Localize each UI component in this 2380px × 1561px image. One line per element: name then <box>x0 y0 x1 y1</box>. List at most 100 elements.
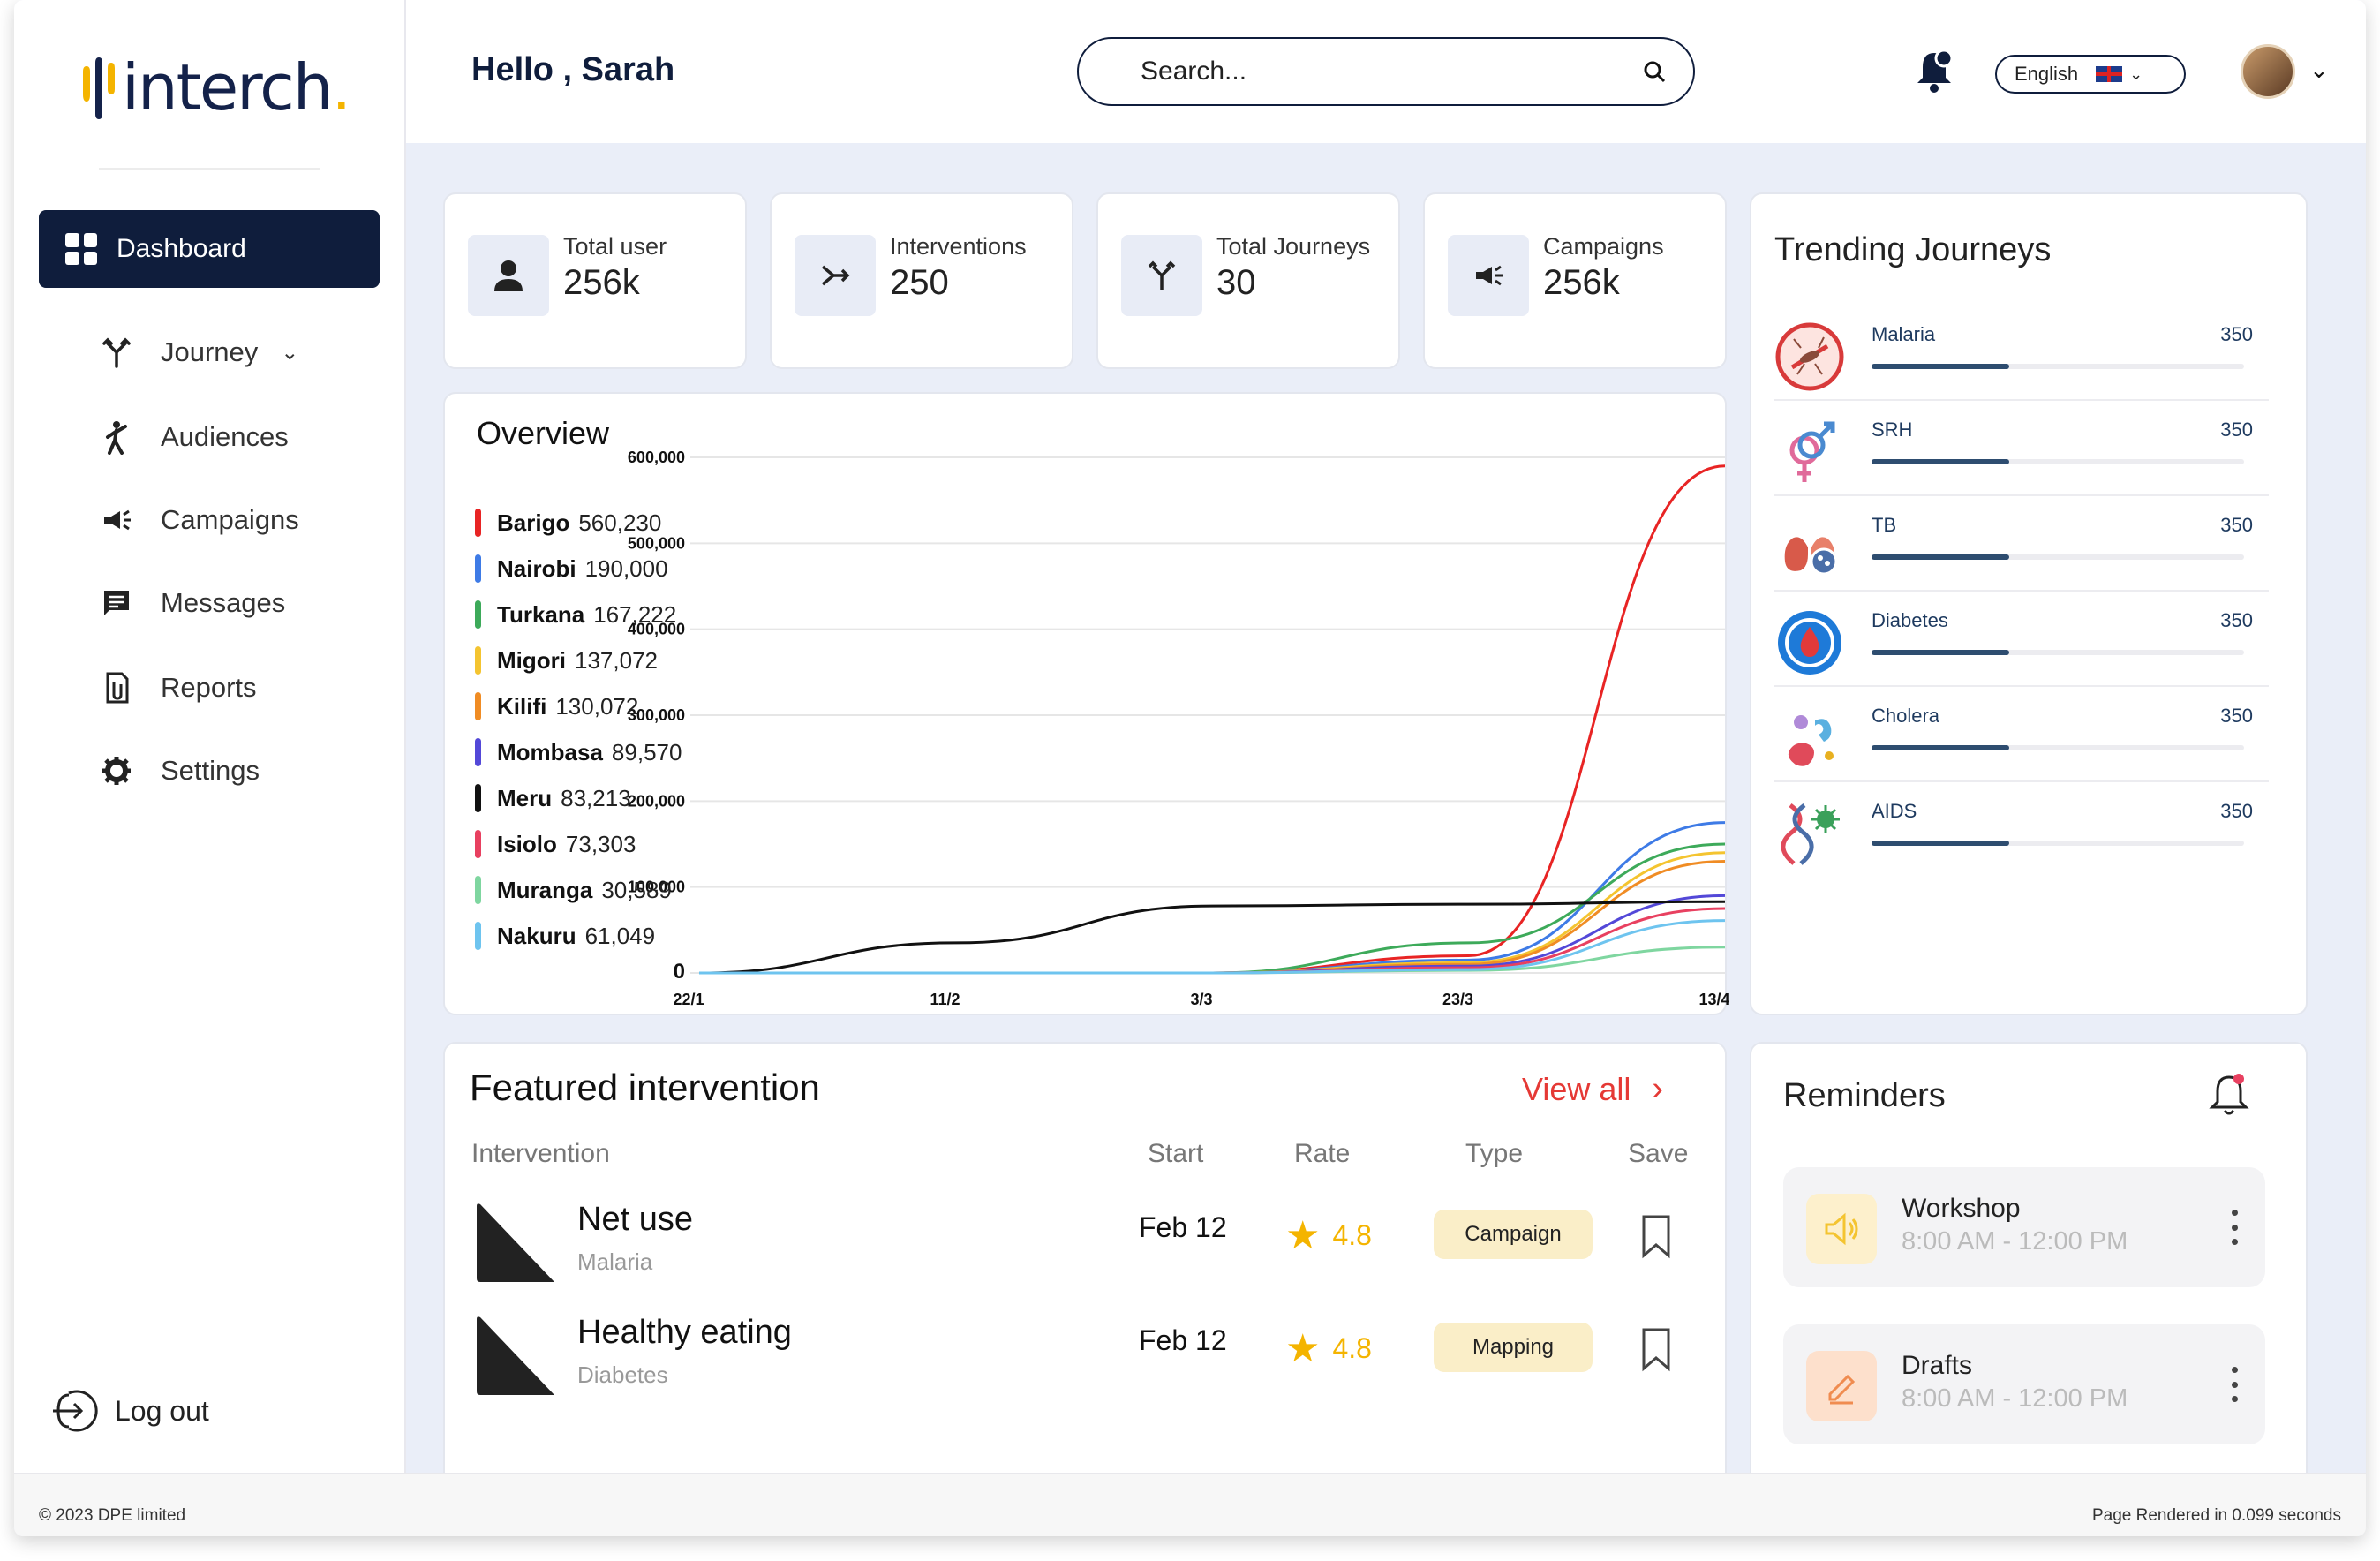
sidebar-item-label: Journey <box>161 336 259 367</box>
series-line-barigo <box>699 464 1726 975</box>
sidebar-item-campaigns[interactable]: Campaigns <box>99 498 299 542</box>
logout-button[interactable]: Log out <box>49 1386 209 1436</box>
legend-value: 73,303 <box>565 830 636 857</box>
legend-swatch <box>475 692 481 720</box>
legend-swatch <box>475 600 481 629</box>
stat-label: Total user <box>563 233 667 260</box>
sidebar: interch. Dashboard Journey ⌄ Audiences C… <box>14 0 406 1473</box>
stat-card-total-journeys[interactable]: Total Journeys 30 <box>1096 192 1400 369</box>
legend-item[interactable]: Migori 137,072 <box>475 637 682 683</box>
render-time: Page Rendered in 0.099 seconds <box>2091 1506 2341 1525</box>
search-bar[interactable] <box>1077 37 1695 106</box>
featured-title: Featured intervention <box>470 1067 820 1108</box>
progress-bar <box>1872 745 2244 750</box>
table-row[interactable]: Net use Malaria Feb 12 ★ 4.8 Campaign <box>445 1201 1729 1307</box>
legend-item[interactable]: Isiolo 73,303 <box>475 821 682 867</box>
legend-name: Nakuru <box>497 922 576 949</box>
legend-item[interactable]: Nairobi 190,000 <box>475 546 682 592</box>
column-header: Type <box>1465 1139 1524 1168</box>
star-icon: ★ <box>1285 1214 1321 1257</box>
legend-item[interactable]: Turkana 167,222 <box>475 592 682 637</box>
bell-icon[interactable] <box>2207 1070 2251 1120</box>
sidebar-item-messages[interactable]: Messages <box>99 581 285 625</box>
view-all-label: View all <box>1522 1070 1631 1107</box>
bookmark-icon[interactable] <box>1638 1213 1674 1259</box>
legend-name: Mombasa <box>497 738 603 765</box>
notification-bell-icon[interactable] <box>1912 48 1956 95</box>
stat-card-campaigns[interactable]: Campaigns 256k <box>1423 192 1727 369</box>
reminders-card: Reminders Workshop 8:00 AM - 12:00 PM Dr… <box>1750 1042 2308 1474</box>
trending-name: Cholera <box>1872 705 1940 727</box>
intervention-name: Healthy eating <box>577 1314 792 1351</box>
legend-swatch <box>475 830 481 858</box>
reminder-time: 8:00 AM - 12:00 PM <box>1902 1384 2128 1413</box>
x-tick-label: 11/2 <box>930 991 960 1008</box>
stat-card-interventions[interactable]: Interventions 250 <box>770 192 1073 369</box>
legend-item[interactable]: Meru 83,213 <box>475 775 682 821</box>
legend-name: Migori <box>497 646 566 674</box>
sidebar-item-settings[interactable]: Settings <box>99 749 260 793</box>
legend-item[interactable]: Barigo 560,230 <box>475 500 682 546</box>
view-all-link[interactable]: View all › <box>1522 1070 1663 1108</box>
featured-intervention-card: Featured intervention View all › Interve… <box>443 1042 1727 1474</box>
legend-value: 560,230 <box>578 509 662 536</box>
trending-value: 350 <box>2220 419 2253 441</box>
merge-arrow-icon <box>795 235 876 316</box>
footer: © 2023 DPE limited Page Rendered in 0.09… <box>14 1473 2366 1536</box>
chevron-down-icon[interactable]: ⌄ <box>2309 57 2329 83</box>
legend-value: 130,072 <box>555 692 639 720</box>
reminder-name: Drafts <box>1902 1351 1973 1380</box>
trending-item-srh[interactable]: SRH 350 <box>1774 401 2269 496</box>
legend-value: 137,072 <box>575 646 658 674</box>
gender-icon <box>1789 421 1835 482</box>
more-options-icon[interactable] <box>2230 1210 2239 1245</box>
legend-item[interactable]: Muranga 30,589 <box>475 867 682 913</box>
logo[interactable]: interch. <box>76 48 351 127</box>
sidebar-item-label: Audiences <box>161 421 289 452</box>
chevron-down-icon[interactable]: ⌄ <box>281 340 299 365</box>
table-row[interactable]: Healthy eating Diabetes Feb 12 ★ 4.8 Mapp… <box>445 1314 1729 1420</box>
logo-divider <box>99 168 320 170</box>
search-icon[interactable] <box>1642 59 1667 84</box>
legend-item[interactable]: Mombasa 89,570 <box>475 729 682 775</box>
sidebar-item-label: Campaigns <box>161 504 299 535</box>
legend-swatch <box>475 876 481 904</box>
trending-item-cholera[interactable]: Cholera 350 <box>1774 687 2269 782</box>
sidebar-item-reports[interactable]: Reports <box>99 666 257 710</box>
bookmark-icon[interactable] <box>1638 1326 1674 1372</box>
legend-value: 167,222 <box>593 600 677 628</box>
stat-card-total-user[interactable]: Total user 256k <box>443 192 747 369</box>
avatar[interactable] <box>2241 44 2295 99</box>
stat-label: Total Journeys <box>1216 233 1371 260</box>
trending-journeys-card: Trending Journeys Malaria 350 SRH 350 <box>1750 192 2308 1015</box>
sidebar-item-audiences[interactable]: Audiences <box>99 415 289 459</box>
trending-item-aids[interactable]: AIDS 350 <box>1774 782 2269 878</box>
gear-icon <box>102 757 131 785</box>
reminder-name: Workshop <box>1902 1194 2021 1223</box>
start-date: Feb 12 <box>1139 1324 1227 1356</box>
intervention-category: Diabetes <box>577 1361 668 1388</box>
legend-item[interactable]: Kilifi 130,072 <box>475 683 682 729</box>
reminder-item-workshop[interactable]: Workshop 8:00 AM - 12:00 PM <box>1783 1167 2265 1287</box>
y-tick-label: 600,000 <box>628 449 685 466</box>
chevron-right-icon: › <box>1652 1070 1664 1107</box>
sidebar-item-journey[interactable]: Journey ⌄ <box>99 330 298 374</box>
reminder-item-drafts[interactable]: Drafts 8:00 AM - 12:00 PM <box>1783 1324 2265 1444</box>
stat-label: Interventions <box>890 233 1027 260</box>
language-selector[interactable]: English ⌄ <box>1995 55 2186 94</box>
search-input[interactable] <box>1141 57 1642 87</box>
progress-bar <box>1872 554 2244 560</box>
sidebar-item-dashboard[interactable]: Dashboard <box>39 210 380 288</box>
legend-name: Meru <box>497 784 553 811</box>
trending-item-tb[interactable]: TB 350 <box>1774 496 2269 592</box>
more-options-icon[interactable] <box>2230 1367 2239 1402</box>
trending-name: Diabetes <box>1872 609 1948 631</box>
legend-item[interactable]: Nakuru 61,049 <box>475 913 682 959</box>
type-badge: Mapping <box>1434 1323 1593 1372</box>
legend-name: Kilifi <box>497 692 547 720</box>
trending-item-diabetes[interactable]: Diabetes 350 <box>1774 592 2269 687</box>
grid-icon <box>65 233 97 265</box>
trending-item-malaria[interactable]: Malaria 350 <box>1774 305 2269 401</box>
sidebar-item-label: Reports <box>161 672 257 703</box>
rating: ★ 4.8 <box>1285 1214 1372 1257</box>
